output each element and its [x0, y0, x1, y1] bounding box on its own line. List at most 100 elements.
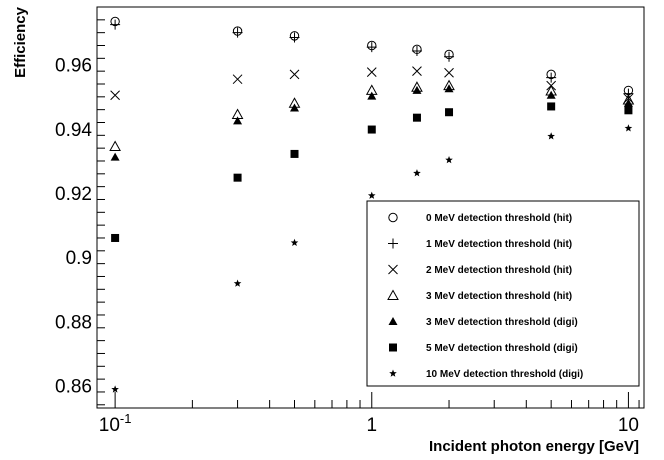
marker-shape	[388, 212, 398, 223]
data-point	[290, 103, 300, 112]
data-point	[624, 124, 633, 132]
series-5	[111, 102, 633, 242]
legend-label: 2 MeV detection threshold (hit)	[426, 265, 572, 276]
data-point	[411, 45, 422, 56]
data-point	[289, 32, 300, 43]
marker-shape	[624, 124, 633, 132]
marker-shape	[412, 66, 422, 77]
marker-shape	[290, 103, 300, 112]
marker-shape	[366, 67, 377, 77]
data-point	[110, 152, 120, 161]
series-6	[111, 124, 633, 393]
y-axis-ticks	[97, 6, 105, 406]
marker-shape	[411, 45, 422, 56]
plot-frame	[96, 6, 645, 409]
legend-marker	[388, 238, 398, 249]
marker-shape	[109, 140, 121, 152]
marker-shape	[367, 191, 376, 199]
data-point	[367, 125, 376, 134]
data-point	[290, 149, 299, 158]
legend-label: 0 MeV detection threshold (hit)	[426, 213, 572, 224]
legend-item: 10 MeV detection threshold (digi)	[389, 369, 583, 380]
legend-item: 2 MeV detection threshold (hit)	[388, 264, 572, 276]
data-point	[623, 88, 634, 99]
x-tick-label: 1	[366, 415, 377, 436]
data-point	[110, 90, 120, 101]
legend-label: 10 MeV detection threshold (digi)	[426, 369, 583, 380]
y-tick-label: 0.88	[55, 312, 92, 333]
data-point	[444, 51, 455, 62]
legend-marker	[388, 264, 398, 275]
marker-shape	[388, 264, 398, 275]
y-tick-label: 0.94	[55, 120, 92, 141]
legend-marker	[388, 317, 398, 325]
legend-item: 0 MeV detection threshold (hit)	[388, 212, 572, 224]
marker-shape	[412, 85, 422, 94]
data-point	[289, 69, 300, 80]
legend-box	[366, 200, 640, 387]
x-tick-label: 10	[618, 415, 639, 436]
marker-shape	[367, 91, 377, 100]
marker-shape	[387, 289, 399, 300]
marker-shape	[290, 238, 299, 247]
x-tick-label: 10-1	[99, 411, 132, 436]
legend: 0 MeV detection threshold (hit) 1 MeV det…	[366, 200, 640, 387]
x-axis-ticks	[114, 392, 640, 408]
data-point	[232, 27, 243, 38]
data-point	[233, 279, 242, 287]
data-point	[232, 74, 243, 85]
data-point	[366, 67, 377, 77]
series-4	[110, 84, 633, 161]
legend-marker	[387, 289, 399, 300]
legend-marker	[389, 343, 397, 352]
marker-shape	[444, 84, 454, 93]
data-point	[547, 102, 556, 111]
data-point	[444, 84, 454, 93]
marker-shape	[388, 317, 398, 325]
legend-item: 5 MeV detection threshold (digi)	[389, 343, 578, 354]
marker-shape	[232, 27, 243, 38]
marker-shape	[110, 19, 121, 30]
y-axis-title: Efficiency	[12, 6, 29, 78]
marker-shape	[111, 385, 119, 393]
data-point	[233, 116, 243, 125]
data-point	[624, 106, 633, 115]
data-point	[367, 191, 376, 199]
marker-shape	[110, 90, 120, 101]
legend-label: 3 MeV detection threshold (digi)	[426, 317, 578, 328]
y-tick-label: 0.96	[55, 56, 92, 77]
data-point	[367, 91, 377, 100]
marker-shape	[547, 132, 555, 140]
marker-shape	[289, 69, 300, 80]
marker-shape	[547, 102, 556, 111]
marker-shape	[444, 51, 455, 62]
marker-shape	[289, 32, 300, 43]
legend-label: 3 MeV detection threshold (hit)	[426, 291, 572, 302]
data-point	[444, 67, 454, 78]
marker-shape	[367, 125, 376, 134]
data-point	[445, 108, 454, 117]
x-axis-title: Incident photon energy [GeV]	[429, 438, 639, 455]
legend-label: 1 MeV detection threshold (hit)	[426, 239, 572, 250]
series-3	[109, 79, 635, 152]
marker-shape	[445, 108, 454, 117]
marker-shape	[233, 279, 242, 287]
legend-item: 3 MeV detection threshold (hit)	[387, 289, 572, 302]
data-point	[233, 173, 242, 182]
data-point	[109, 140, 121, 152]
marker-shape	[623, 98, 633, 107]
data-point	[111, 385, 119, 393]
marker-shape	[232, 74, 243, 85]
legend-marker	[388, 212, 398, 223]
marker-shape	[413, 169, 421, 177]
marker-shape	[290, 149, 299, 158]
data-point	[413, 169, 421, 177]
data-points	[109, 16, 635, 393]
marker-shape	[546, 72, 557, 83]
data-point	[290, 238, 299, 247]
y-tick-label: 0.9	[66, 248, 92, 269]
data-point	[546, 90, 556, 99]
marker-shape	[412, 113, 421, 122]
marker-shape	[233, 173, 242, 182]
marker-shape	[624, 106, 633, 115]
